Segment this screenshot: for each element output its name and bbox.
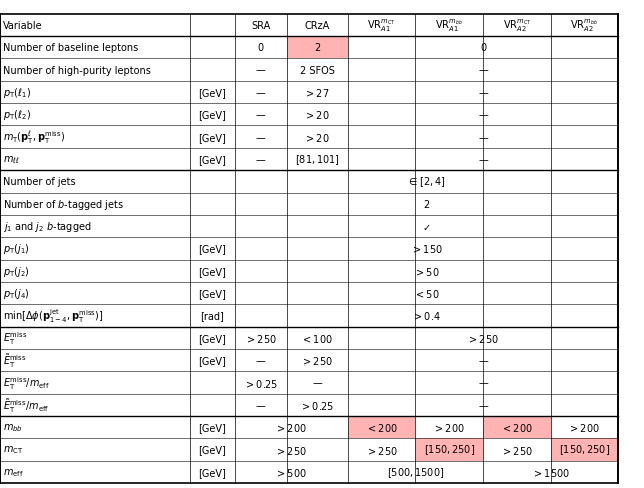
Text: Variable: Variable [3,21,43,31]
Text: $< 50$: $< 50$ [414,287,439,300]
Text: $[150, 250]$: $[150, 250]$ [424,443,475,457]
Text: [GeV]: [GeV] [198,266,227,276]
Text: 2: 2 [424,199,430,209]
Text: —: — [256,110,266,120]
Text: $> 0.4$: $> 0.4$ [412,310,441,322]
Text: $> 250$: $> 250$ [276,444,307,456]
Text: —: — [312,378,322,388]
Text: $E_{\mathrm{T}}^{\mathrm{miss}}$: $E_{\mathrm{T}}^{\mathrm{miss}}$ [3,330,28,346]
Text: Number of jets: Number of jets [3,177,76,187]
Text: $p_{\mathrm{T}}(j_1)$: $p_{\mathrm{T}}(j_1)$ [3,242,30,256]
Text: $m_{\mathrm{CT}}$: $m_{\mathrm{CT}}$ [3,444,24,455]
Text: $> 500$: $> 500$ [276,466,307,478]
Text: 2 SFOS: 2 SFOS [299,65,335,76]
Text: $\tilde{E}_{\mathrm{T}}^{\mathrm{miss}}$: $\tilde{E}_{\mathrm{T}}^{\mathrm{miss}}$ [3,351,27,369]
Text: $> 250$: $> 250$ [301,354,333,366]
Bar [348,416,415,439]
Text: $> 150$: $> 150$ [411,243,442,255]
Text: $> 250$: $> 250$ [245,332,277,344]
Text: $[150, 250]$: $[150, 250]$ [559,443,610,457]
Text: $\mathrm{VR}_{A2}^{m_{\mathrm{CT}}}$: $\mathrm{VR}_{A2}^{m_{\mathrm{CT}}}$ [502,18,531,34]
Text: [GeV]: [GeV] [198,155,227,164]
Text: [GeV]: [GeV] [198,467,227,477]
Text: —: — [478,155,488,164]
Text: [GeV]: [GeV] [198,88,227,98]
Text: $\mathrm{VR}_{A2}^{m_{bb}}$: $\mathrm{VR}_{A2}^{m_{bb}}$ [571,18,598,34]
Text: 0: 0 [480,43,486,53]
Text: —: — [256,88,266,98]
Text: [rad]: [rad] [200,311,225,321]
Text: $> 200$: $> 200$ [569,421,600,433]
Text: —: — [256,400,266,410]
Text: 2: 2 [314,43,320,53]
Text: —: — [256,155,266,164]
Text: —: — [256,132,266,142]
Text: $\mathrm{VR}_{A1}^{m_{bb}}$: $\mathrm{VR}_{A1}^{m_{bb}}$ [435,18,463,34]
Text: $> 0.25$: $> 0.25$ [300,399,334,411]
Text: $m_{\ell\ell}$: $m_{\ell\ell}$ [3,154,20,165]
Text: [GeV]: [GeV] [198,244,227,254]
Text: —: — [478,110,488,120]
Text: $> 200$: $> 200$ [276,421,307,433]
Bar [415,439,483,461]
Text: $\checkmark$: $\checkmark$ [422,222,431,232]
Text: $\min[\Delta\phi(\mathbf{p}_{1-4}^{\mathrm{jet}}, \mathbf{p}_{\mathrm{T}}^{\math: $\min[\Delta\phi(\mathbf{p}_{1-4}^{\math… [3,307,104,325]
Text: $> 27$: $> 27$ [305,87,330,99]
Text: —: — [478,132,488,142]
Text: Number of baseline leptons: Number of baseline leptons [3,43,138,53]
Text: [GeV]: [GeV] [198,333,227,343]
Text: [GeV]: [GeV] [198,288,227,299]
Text: $\in [2, 4]$: $\in [2, 4]$ [408,175,446,189]
Text: $\mathrm{VR}_{A1}^{m_{\mathrm{CT}}}$: $\mathrm{VR}_{A1}^{m_{\mathrm{CT}}}$ [367,18,396,34]
Text: [GeV]: [GeV] [198,132,227,142]
Text: $\tilde{E}_{\mathrm{T}}^{\mathrm{miss}}/m_{\mathrm{eff}}$: $\tilde{E}_{\mathrm{T}}^{\mathrm{miss}}/… [3,396,50,414]
Text: $[500, 1500]$: $[500, 1500]$ [387,465,444,479]
Text: $< 100$: $< 100$ [301,332,333,344]
Text: —: — [256,65,266,76]
Text: —: — [478,378,488,388]
Text: —: — [478,65,488,76]
Text: $m_{\mathrm{T}}(\mathbf{p}_{\mathrm{T}}^{\ell}, \mathbf{p}_{\mathrm{T}}^{\mathrm: $m_{\mathrm{T}}(\mathbf{p}_{\mathrm{T}}^… [3,129,66,146]
Text: $p_{\mathrm{T}}(\ell_2)$: $p_{\mathrm{T}}(\ell_2)$ [3,108,32,122]
Text: $< 200$: $< 200$ [501,421,533,433]
Text: $j_1$ and $j_2$ $b$-tagged: $j_1$ and $j_2$ $b$-tagged [3,220,92,234]
Text: $p_{\mathrm{T}}(j_4)$: $p_{\mathrm{T}}(j_4)$ [3,286,30,301]
Text: $> 50$: $> 50$ [414,265,439,277]
Text: $m_{\mathrm{eff}}$: $m_{\mathrm{eff}}$ [3,466,24,478]
Text: Number of high-purity leptons: Number of high-purity leptons [3,65,151,76]
Bar [287,37,348,59]
Text: —: — [478,355,488,366]
Bar [483,416,551,439]
Text: $> 1500$: $> 1500$ [531,466,570,478]
Text: $> 250$: $> 250$ [501,444,533,456]
Text: $> 200$: $> 200$ [433,421,465,433]
Text: $[81, 101]$: $[81, 101]$ [295,153,339,166]
Text: $> 0.25$: $> 0.25$ [243,377,278,389]
Text: $> 250$: $> 250$ [467,332,499,344]
Bar [551,439,618,461]
Text: CRzA: CRzA [305,21,330,31]
Text: $p_{\mathrm{T}}(j_2)$: $p_{\mathrm{T}}(j_2)$ [3,264,30,278]
Text: $m_{bb}$: $m_{bb}$ [3,422,23,433]
Text: [GeV]: [GeV] [198,355,227,366]
Text: —: — [478,88,488,98]
Text: $> 250$: $> 250$ [366,444,397,456]
Text: $> 20$: $> 20$ [305,131,330,143]
Text: Number of $b$-tagged jets: Number of $b$-tagged jets [3,197,124,211]
Text: —: — [256,355,266,366]
Text: $p_{\mathrm{T}}(\ell_1)$: $p_{\mathrm{T}}(\ell_1)$ [3,86,32,100]
Text: [GeV]: [GeV] [198,422,227,432]
Text: $< 200$: $< 200$ [366,421,397,433]
Text: 0: 0 [258,43,264,53]
Text: —: — [478,400,488,410]
Text: [GeV]: [GeV] [198,445,227,455]
Text: [GeV]: [GeV] [198,110,227,120]
Text: $> 20$: $> 20$ [305,109,330,121]
Text: SRA: SRA [251,21,270,31]
Text: $E_{\mathrm{T}}^{\mathrm{miss}}/m_{\mathrm{eff}}$: $E_{\mathrm{T}}^{\mathrm{miss}}/m_{\math… [3,374,50,391]
